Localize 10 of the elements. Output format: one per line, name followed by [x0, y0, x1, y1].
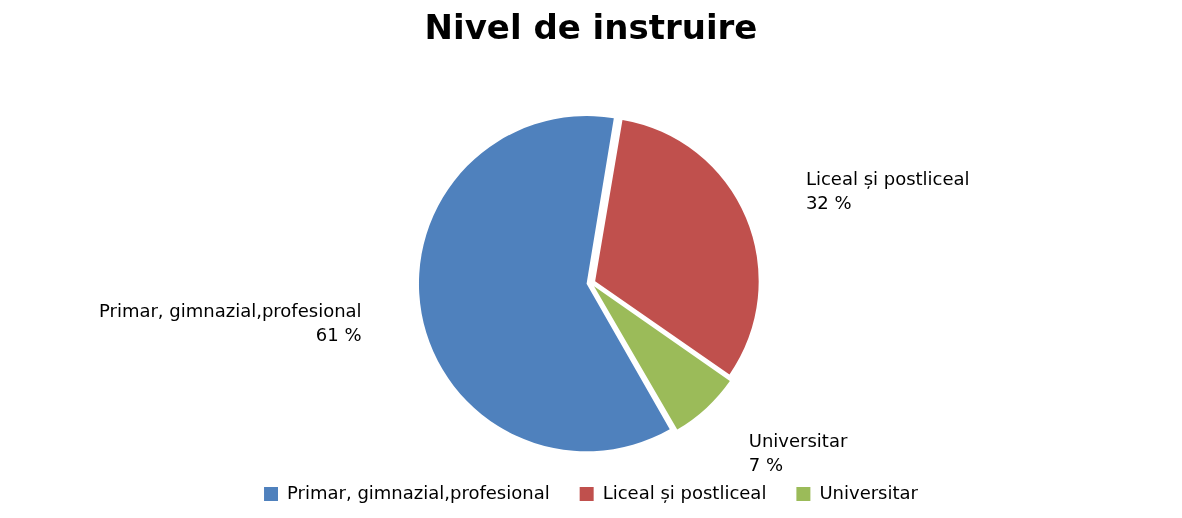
data-label: 61 %: [315, 323, 362, 345]
legend-label: Primar, gimnazial,profesional: [287, 481, 550, 503]
data-label: 32 %: [805, 192, 852, 214]
legend-label: Universitar: [819, 481, 919, 503]
chart-title: Nivel de instruire: [424, 7, 758, 48]
legend-label: Liceal și postliceal: [602, 481, 767, 503]
data-label: 7 %: [748, 454, 784, 476]
slice-label: Universitar: [748, 430, 848, 452]
slice-label: Liceal și postliceal: [805, 168, 970, 190]
slice-label: Primar, gimnazial,profesional: [98, 299, 362, 321]
